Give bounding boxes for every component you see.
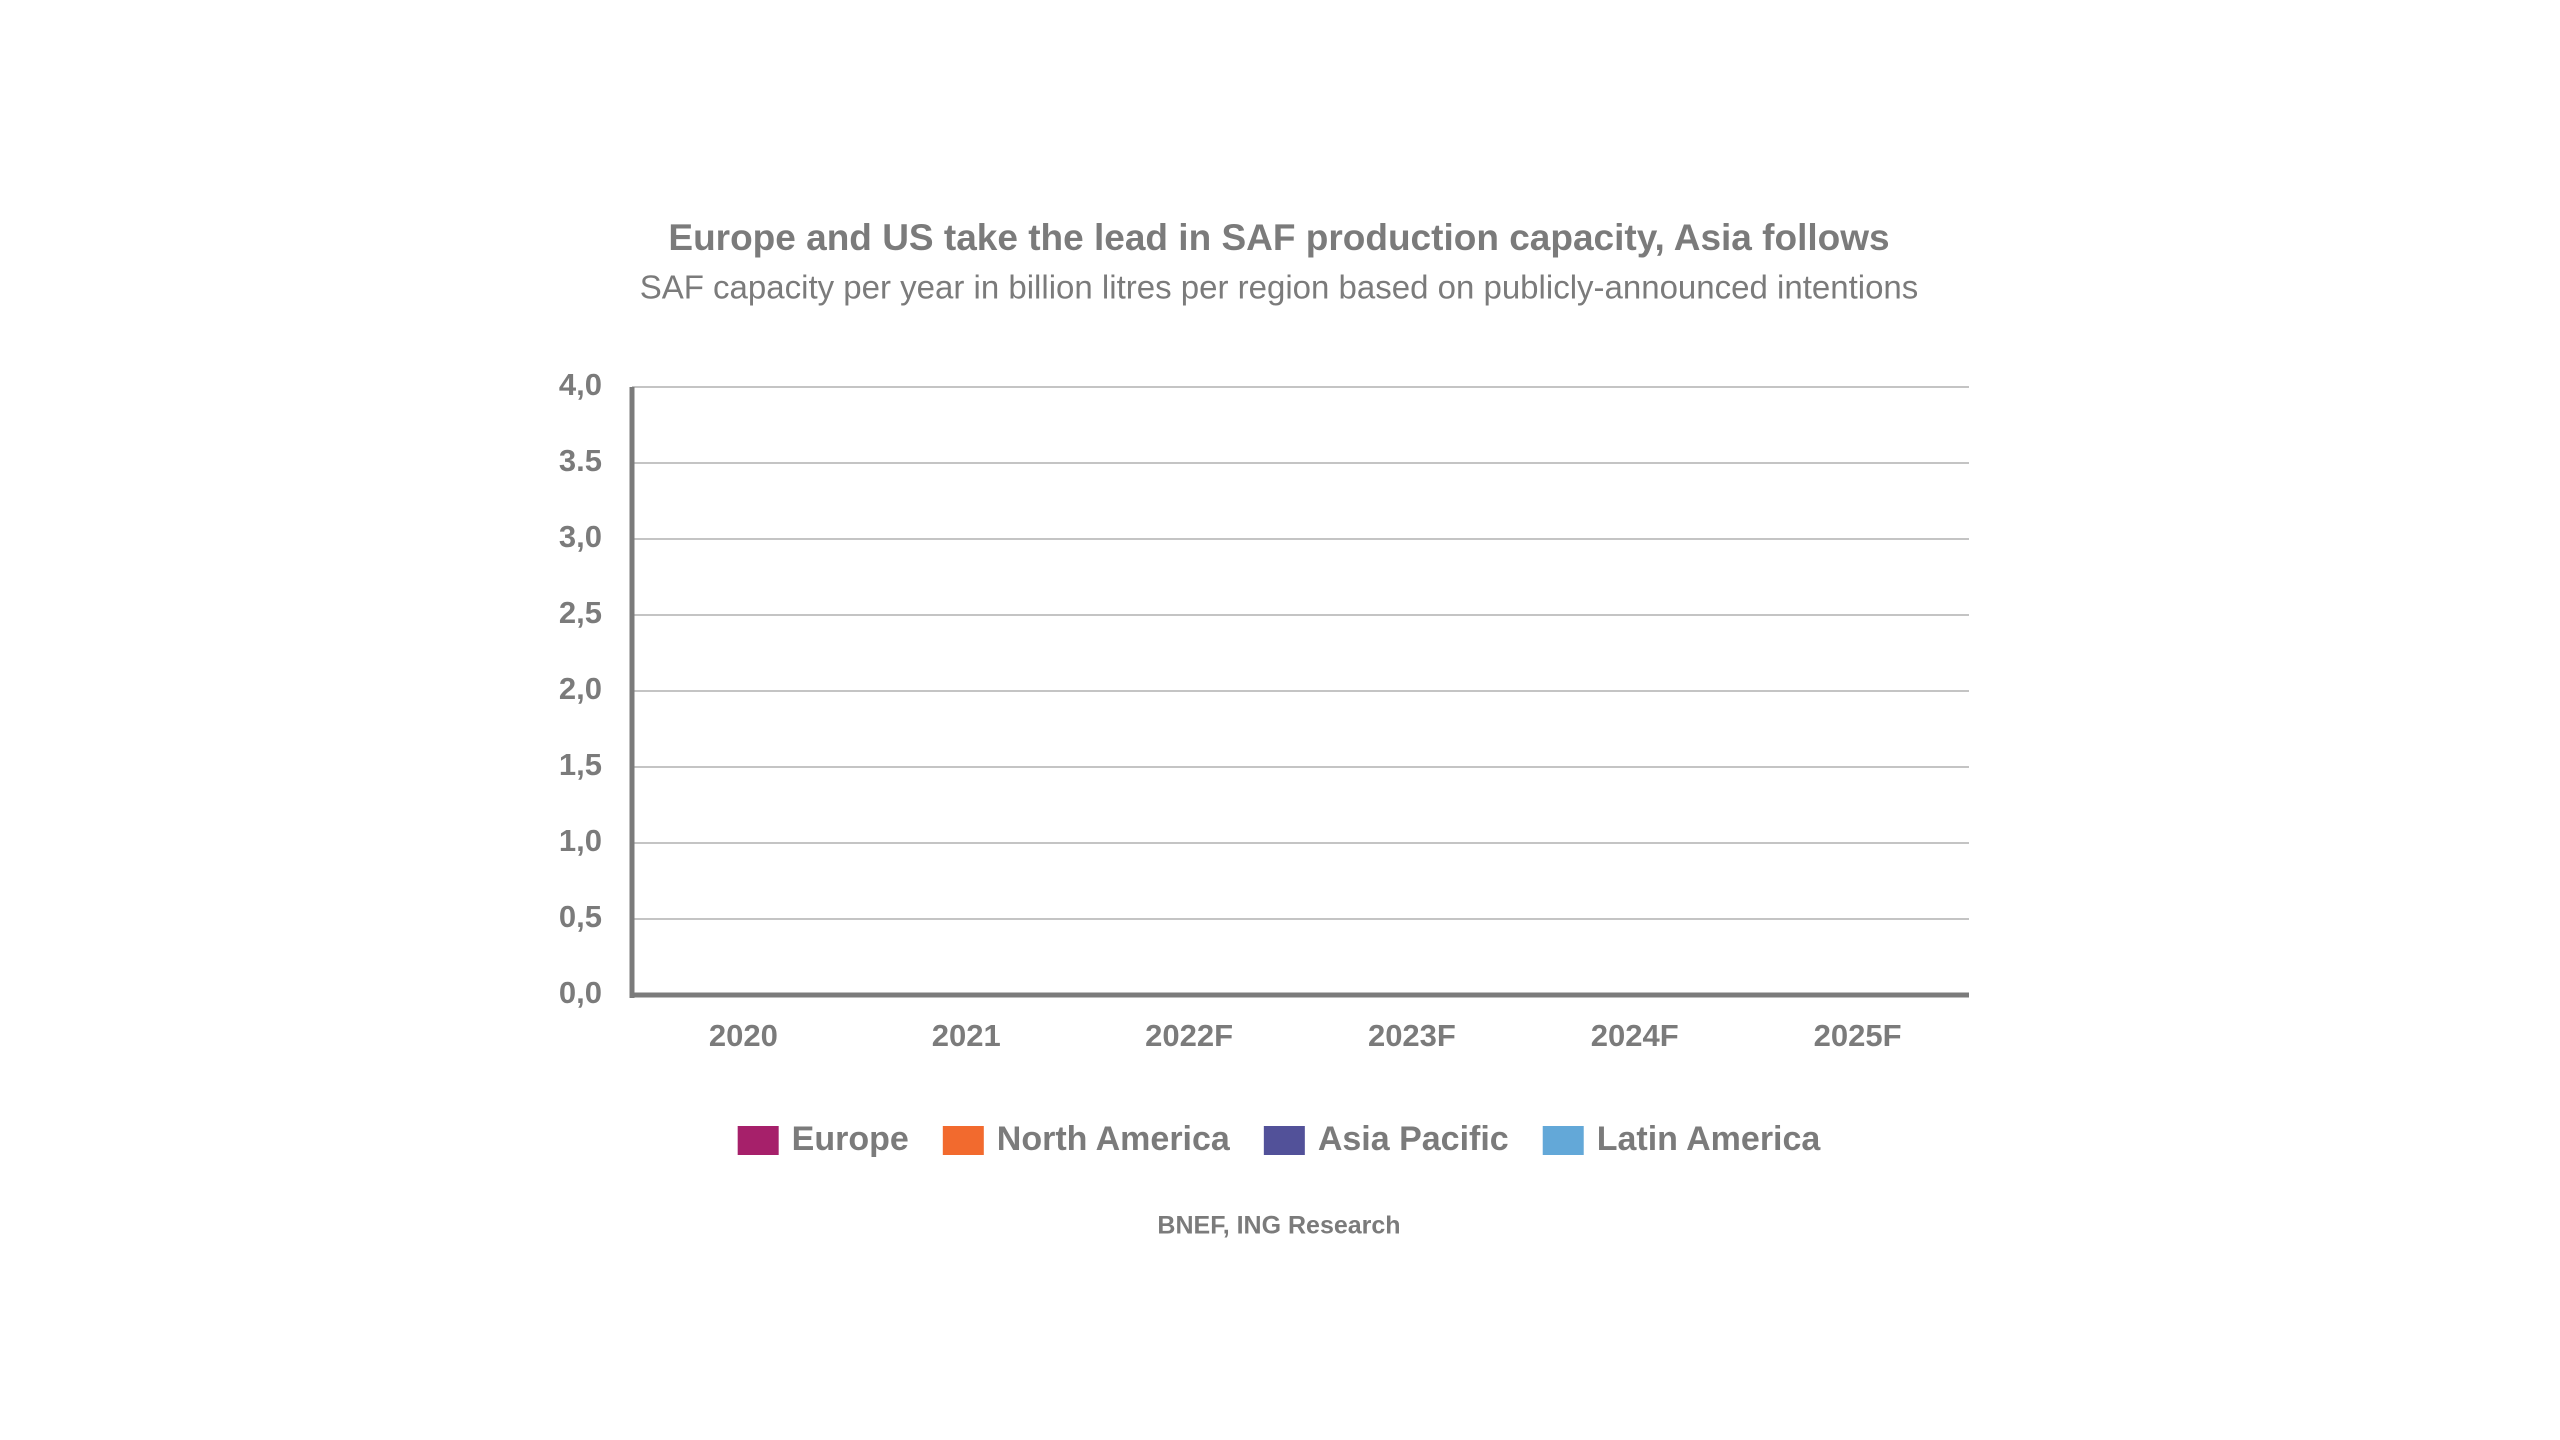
x-tick-label: 2023F (1368, 1018, 1456, 1053)
legend-swatch (737, 1126, 779, 1155)
legend-label: Latin America (1597, 1120, 1822, 1158)
source: BNEF, ING Research (1157, 1212, 1400, 1240)
y-tick-label: 1,0 (559, 823, 602, 858)
chart-subtitle: SAF capacity per year in billion litres … (640, 269, 1919, 306)
y-tick-label: 0,0 (559, 975, 602, 1010)
legend-swatch (942, 1126, 984, 1155)
y-tick-label: 1,5 (559, 747, 602, 782)
legend-label: North America (997, 1120, 1231, 1158)
x-tick-label: 2020 (709, 1018, 778, 1053)
y-tick-label: 3,0 (559, 519, 602, 554)
legend-swatch (1263, 1126, 1305, 1155)
x-tick-label: 2025F (1814, 1018, 1902, 1053)
y-tick-label: 2,0 (559, 671, 602, 706)
legend-swatch (1542, 1126, 1584, 1155)
y-tick-label: 2,5 (559, 595, 602, 630)
legend-label: Asia Pacific (1318, 1120, 1509, 1158)
y-tick-label: 3.5 (559, 443, 602, 478)
x-tick-label: 2022F (1145, 1018, 1233, 1053)
chart-title: Europe and US take the lead in SAF produ… (668, 217, 1889, 258)
y-tick-label: 0,5 (559, 899, 602, 934)
x-tick-label: 2024F (1591, 1018, 1679, 1053)
y-tick-label: 4,0 (559, 367, 602, 402)
legend-label: Europe (792, 1120, 909, 1158)
x-tick-label: 2021 (932, 1018, 1001, 1053)
